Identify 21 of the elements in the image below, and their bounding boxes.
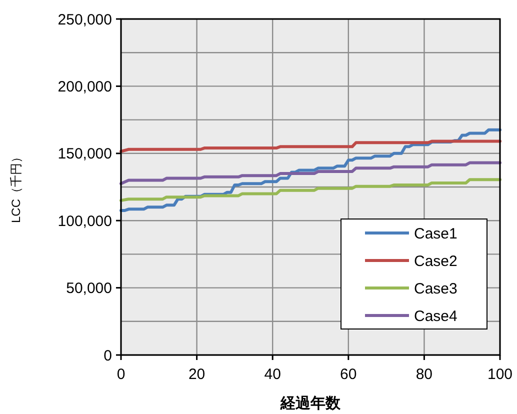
y-tick-label: 200,000 — [58, 78, 112, 96]
x-tick-label: 60 — [340, 366, 357, 383]
line-series — [120, 161, 502, 186]
legend-label: Case4 — [414, 308, 458, 325]
x-axis-title: 経過年数 — [280, 395, 342, 412]
legend-label: Case2 — [414, 252, 458, 270]
y-tick-label: 100,000 — [58, 212, 112, 230]
line-series — [120, 178, 502, 202]
y-axis-title: LCC（千円） — [9, 150, 23, 224]
y-tick-label: 0 — [104, 347, 112, 364]
line-series — [120, 140, 502, 153]
x-tick-label: 0 — [116, 366, 126, 383]
y-tick-label: 250,000 — [58, 11, 112, 28]
y-tick-label: 150,000 — [58, 146, 112, 163]
x-tick-label: 40 — [264, 366, 281, 383]
y-tick-label: 50,000 — [66, 280, 112, 298]
x-tick-label: 20 — [188, 366, 206, 383]
x-tick-label: 100 — [487, 366, 513, 383]
legend-label: Case3 — [414, 280, 458, 298]
x-tick-label: 80 — [416, 366, 433, 383]
legend-label: Case1 — [414, 225, 458, 242]
